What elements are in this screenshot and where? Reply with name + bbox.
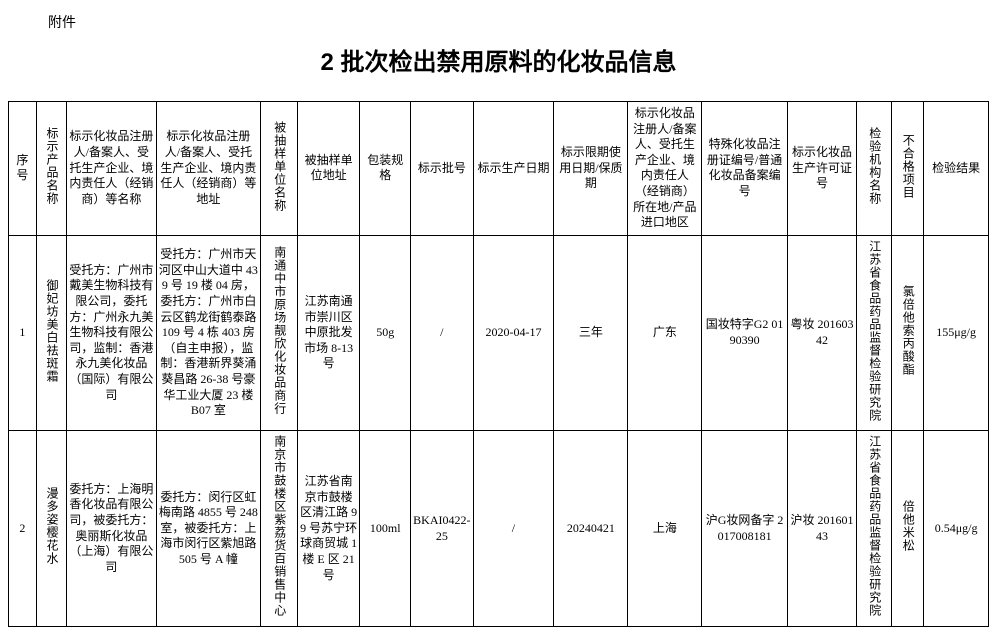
cell-name: 御妃坊美白祛斑霜 — [36, 235, 66, 431]
cell-license: 沪妆 20160143 — [787, 431, 856, 627]
col-unit-addr: 被抽样单位地址 — [297, 102, 359, 236]
col-result: 检验结果 — [924, 102, 989, 236]
cell-result: 0.54μg/g — [924, 431, 989, 627]
table-header-row: 序号 标示产品名称 标示化妆品注册人/备案人、受托生产企业、境内责任人（经销商）… — [9, 102, 989, 236]
cell-reg-no: 沪G妆网备字 2017008181 — [702, 431, 788, 627]
col-unit: 被抽样单位名称 — [260, 102, 297, 236]
cell-spec: 100ml — [360, 431, 411, 627]
cell-idx: 1 — [9, 235, 37, 431]
cell-name: 漫多姿樱花水 — [36, 431, 66, 627]
cell-registrant: 委托方：上海明香化妆品有限公司，被委托方：奥丽斯化妆品（上海）有限公司 — [66, 431, 156, 627]
col-inst: 检验机构名称 — [857, 102, 892, 236]
cell-registrant: 受托方：广州市戴美生物科技有限公司，委托方：广州永九美生物科技有限公司，监制：香… — [66, 235, 156, 431]
col-idx: 序号 — [9, 102, 37, 236]
col-name: 标示产品名称 — [36, 102, 66, 236]
table-row: 1 御妃坊美白祛斑霜 受托方：广州市戴美生物科技有限公司，委托方：广州永九美生物… — [9, 235, 989, 431]
cell-reg-addr: 委托方：闵行区虹梅南路 4855 号 248 室，被委托方：上海市闵行区紫旭路 … — [156, 431, 260, 627]
cell-reg-no: 国妆特字G2 0190390 — [702, 235, 788, 431]
cell-prod-date: 2020-04-17 — [473, 235, 554, 431]
cell-fail: 氯倍他索丙酸酯 — [891, 235, 923, 431]
cell-location: 上海 — [628, 431, 702, 627]
cell-prod-date: / — [473, 431, 554, 627]
cell-inst: 江苏省食品药品监督检验研究院 — [857, 431, 892, 627]
cell-spec: 50g — [360, 235, 411, 431]
cosmetics-table: 序号 标示产品名称 标示化妆品注册人/备案人、受托生产企业、境内责任人（经销商）… — [8, 101, 989, 627]
col-reg-addr: 标示化妆品注册人/备案人、受托生产企业、境内责任人（经销商）等地址 — [156, 102, 260, 236]
col-expiry: 标示限期使用日期/保质期 — [554, 102, 628, 236]
cell-unit: 南通中市原场靓欣化妆品商行 — [260, 235, 297, 431]
cell-expiry: 三年 — [554, 235, 628, 431]
cell-batch: / — [411, 235, 473, 431]
table-row: 2 漫多姿樱花水 委托方：上海明香化妆品有限公司，被委托方：奥丽斯化妆品（上海）… — [9, 431, 989, 627]
table-body: 1 御妃坊美白祛斑霜 受托方：广州市戴美生物科技有限公司，委托方：广州永九美生物… — [9, 235, 989, 626]
col-batch: 标示批号 — [411, 102, 473, 236]
cell-license: 粤妆 20160342 — [787, 235, 856, 431]
col-license: 标示化妆品生产许可证号 — [787, 102, 856, 236]
cell-fail: 倍他米松 — [891, 431, 923, 627]
col-reg-no: 特殊化妆品注册证编号/普通化妆品备案编号 — [702, 102, 788, 236]
col-location: 标示化妆品注册人/备案人、受托生产企业、境内责任人（经销商）所在地/产品进口地区 — [628, 102, 702, 236]
cell-inst: 江苏省食品药品监督检验研究院 — [857, 235, 892, 431]
cell-unit: 南京市鼓楼区紫荔货百销售中心 — [260, 431, 297, 627]
cell-result: 155μg/g — [924, 235, 989, 431]
col-spec: 包装规格 — [360, 102, 411, 236]
cell-expiry: 20240421 — [554, 431, 628, 627]
cell-unit-addr: 江苏南通市崇川区中原批发市场 8-13 号 — [297, 235, 359, 431]
cell-location: 广东 — [628, 235, 702, 431]
cell-unit-addr: 江苏省南京市鼓楼区清江路 99 号苏宁环球商贸城 1 楼 E 区 21 号 — [297, 431, 359, 627]
attachment-label: 附件 — [48, 12, 989, 32]
cell-idx: 2 — [9, 431, 37, 627]
col-registrant: 标示化妆品注册人/备案人、受托生产企业、境内责任人（经销商）等名称 — [66, 102, 156, 236]
col-prod-date: 标示生产日期 — [473, 102, 554, 236]
col-fail: 不合格项目 — [891, 102, 923, 236]
cell-reg-addr: 受托方：广州市天河区中山大道中 439 号 19 楼 04 房，委托方：广州市白… — [156, 235, 260, 431]
cell-batch: BKAI0422-25 — [411, 431, 473, 627]
page-title: 2 批次检出禁用原料的化妆品信息 — [8, 42, 989, 77]
